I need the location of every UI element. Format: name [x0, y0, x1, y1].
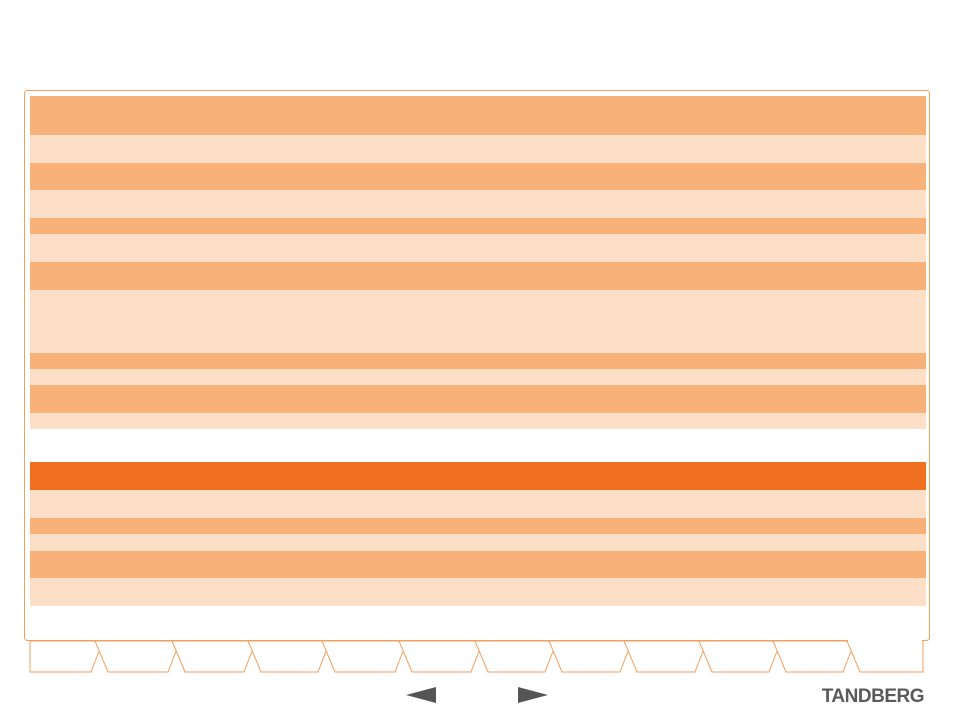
tab[interactable]: [398, 640, 484, 673]
table-row: [30, 551, 926, 578]
table-area: [30, 96, 926, 606]
table-row: [30, 262, 926, 290]
previous-arrow[interactable]: [406, 687, 436, 703]
tab[interactable]: [623, 640, 708, 673]
tab[interactable]: [846, 640, 924, 673]
table-row: [30, 490, 926, 518]
table-row: [30, 369, 926, 385]
table-row: [30, 96, 926, 135]
table-row: [30, 534, 926, 551]
tab[interactable]: [29, 640, 104, 673]
table-row: [30, 290, 926, 353]
next-arrow[interactable]: [518, 687, 548, 703]
table-row: [30, 578, 926, 606]
tab[interactable]: [474, 640, 558, 673]
table-row: [30, 413, 926, 429]
table-row: [30, 234, 926, 262]
tab[interactable]: [548, 640, 633, 673]
tab[interactable]: [321, 640, 408, 673]
table-row: [30, 518, 926, 534]
table-row: [30, 353, 926, 369]
logo: TANDBERG: [822, 686, 924, 707]
tab[interactable]: [171, 640, 257, 673]
table-row: [30, 190, 926, 218]
table-row: [30, 218, 926, 234]
tab[interactable]: [772, 640, 856, 673]
table-row: [30, 429, 926, 462]
tab[interactable]: [698, 640, 782, 673]
table-row: [30, 385, 926, 413]
tab-bar: [29, 640, 924, 673]
tab[interactable]: [94, 640, 181, 673]
tab[interactable]: [247, 640, 331, 673]
table-row: [30, 163, 926, 190]
table-row: [30, 135, 926, 163]
table-row: [30, 462, 926, 490]
